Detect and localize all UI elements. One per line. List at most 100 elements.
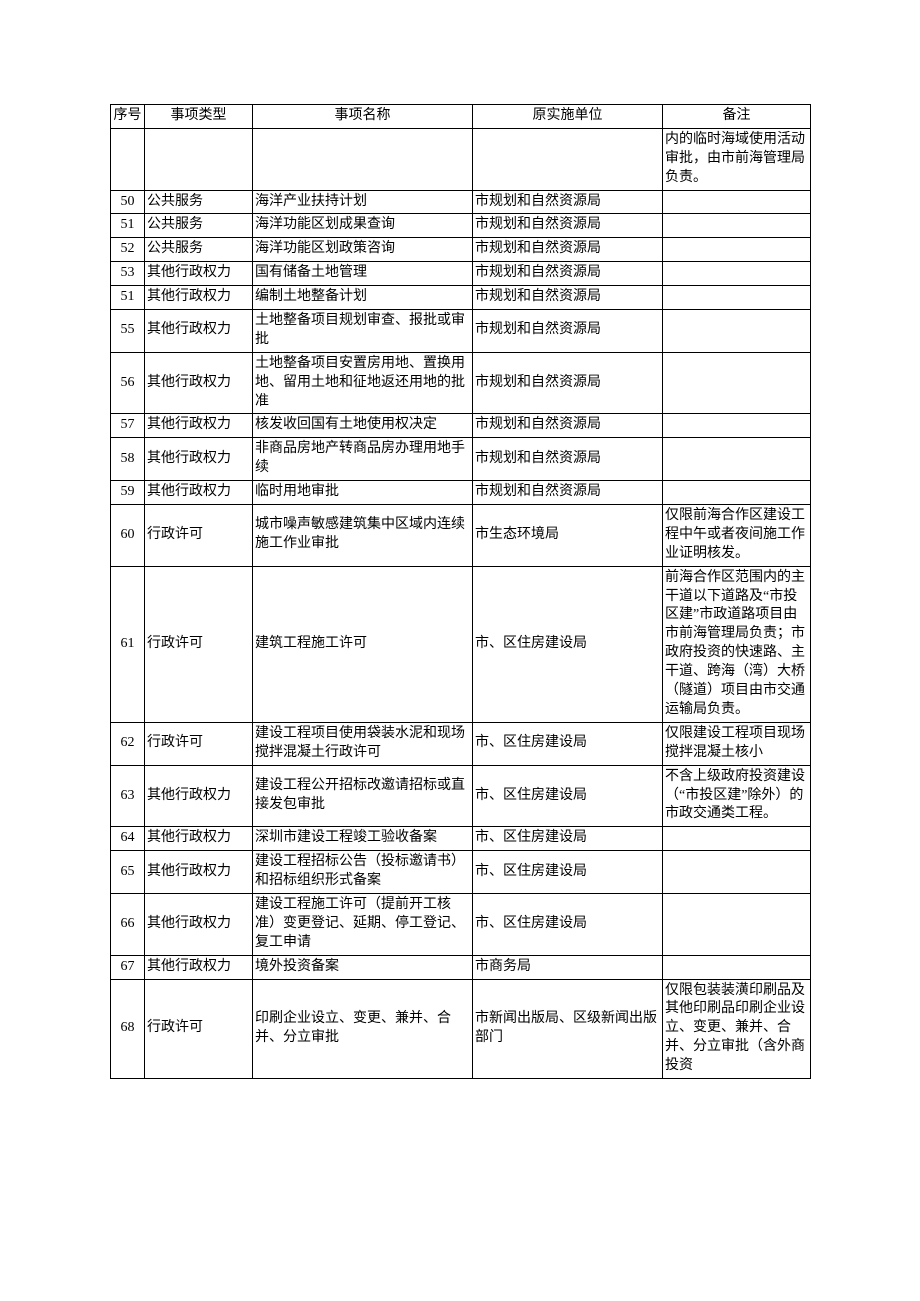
table-body: 内的临时海域使用活动审批，由市前海管理局负责。 50公共服务海洋产业扶持计划市规… — [111, 128, 811, 1078]
cell-type: 其他行政权力 — [145, 414, 253, 438]
table-row: 63其他行政权力建设工程公开招标改邀请招标或直接发包审批市、区住房建设局不含上级… — [111, 765, 811, 827]
cell-type: 其他行政权力 — [145, 481, 253, 505]
cell-seq — [111, 128, 145, 190]
cell-seq: 59 — [111, 481, 145, 505]
cell-remark — [663, 286, 811, 310]
cell-remark: 仅限包装装潢印刷品及其他印刷品印刷企业设立、变更、兼并、合并、分立审批（含外商投… — [663, 979, 811, 1078]
cell-unit: 市规划和自然资源局 — [473, 414, 663, 438]
items-table: 序号 事项类型 事项名称 原实施单位 备注 内的临时海域使用活动审批，由市前海管… — [110, 104, 811, 1079]
cell-unit: 市、区住房建设局 — [473, 893, 663, 955]
cell-seq: 50 — [111, 190, 145, 214]
cell-name: 非商品房地产转商品房办理用地手续 — [253, 438, 473, 481]
cell-type: 行政许可 — [145, 722, 253, 765]
cell-name — [253, 128, 473, 190]
cell-unit: 市新闻出版局、区级新闻出版部门 — [473, 979, 663, 1078]
cell-unit: 市规划和自然资源局 — [473, 481, 663, 505]
cell-unit: 市规划和自然资源局 — [473, 190, 663, 214]
col-seq: 序号 — [111, 105, 145, 129]
cell-remark — [663, 955, 811, 979]
cell-seq: 52 — [111, 238, 145, 262]
cell-remark — [663, 352, 811, 414]
cell-name: 城市噪声敏感建筑集中区域内连续施工作业审批 — [253, 505, 473, 567]
cell-unit: 市规划和自然资源局 — [473, 310, 663, 353]
cell-type: 其他行政权力 — [145, 893, 253, 955]
cell-seq: 57 — [111, 414, 145, 438]
cell-name: 土地整备项目规划审查、报批或审批 — [253, 310, 473, 353]
cell-type: 其他行政权力 — [145, 827, 253, 851]
cell-type: 行政许可 — [145, 505, 253, 567]
table-row: 52公共服务海洋功能区划政策咨询市规划和自然资源局 — [111, 238, 811, 262]
cell-name: 建筑工程施工许可 — [253, 566, 473, 722]
cell-name: 深圳市建设工程竣工验收备案 — [253, 827, 473, 851]
table-row: 56其他行政权力土地整备项目安置房用地、置换用地、留用土地和征地返还用地的批准市… — [111, 352, 811, 414]
cell-remark — [663, 438, 811, 481]
table-header-row: 序号 事项类型 事项名称 原实施单位 备注 — [111, 105, 811, 129]
cell-remark: 内的临时海域使用活动审批，由市前海管理局负责。 — [663, 128, 811, 190]
cell-type: 其他行政权力 — [145, 438, 253, 481]
table-row-carryover: 内的临时海域使用活动审批，由市前海管理局负责。 — [111, 128, 811, 190]
cell-name: 编制土地整备计划 — [253, 286, 473, 310]
table-row: 55其他行政权力土地整备项目规划审查、报批或审批市规划和自然资源局 — [111, 310, 811, 353]
cell-name: 建设工程施工许可（提前开工核准）变更登记、延期、停工登记、复工申请 — [253, 893, 473, 955]
cell-seq: 66 — [111, 893, 145, 955]
cell-seq: 67 — [111, 955, 145, 979]
cell-remark — [663, 414, 811, 438]
cell-unit: 市规划和自然资源局 — [473, 286, 663, 310]
cell-type: 公共服务 — [145, 238, 253, 262]
cell-type: 其他行政权力 — [145, 352, 253, 414]
cell-name: 建设工程公开招标改邀请招标或直接发包审批 — [253, 765, 473, 827]
cell-remark: 仅限前海合作区建设工程中午或者夜间施工作业证明核发。 — [663, 505, 811, 567]
cell-unit: 市规划和自然资源局 — [473, 238, 663, 262]
cell-seq: 51 — [111, 214, 145, 238]
cell-seq: 61 — [111, 566, 145, 722]
cell-unit: 市规划和自然资源局 — [473, 352, 663, 414]
cell-name: 海洋产业扶持计划 — [253, 190, 473, 214]
cell-unit: 市、区住房建设局 — [473, 851, 663, 894]
cell-remark — [663, 827, 811, 851]
cell-type: 其他行政权力 — [145, 286, 253, 310]
cell-unit: 市规划和自然资源局 — [473, 438, 663, 481]
table-row: 65其他行政权力建设工程招标公告（投标邀请书）和招标组织形式备案市、区住房建设局 — [111, 851, 811, 894]
cell-seq: 56 — [111, 352, 145, 414]
cell-unit: 市、区住房建设局 — [473, 722, 663, 765]
cell-name: 印刷企业设立、变更、兼并、合并、分立审批 — [253, 979, 473, 1078]
cell-remark: 不含上级政府投资建设（“市投区建”除外）的市政交通类工程。 — [663, 765, 811, 827]
document-page: 序号 事项类型 事项名称 原实施单位 备注 内的临时海域使用活动审批，由市前海管… — [0, 0, 920, 1159]
table-row: 66其他行政权力建设工程施工许可（提前开工核准）变更登记、延期、停工登记、复工申… — [111, 893, 811, 955]
cell-remark: 仅限建设工程项目现场搅拌混凝土核小 — [663, 722, 811, 765]
table-row: 67其他行政权力境外投资备案市商务局 — [111, 955, 811, 979]
table-row: 59其他行政权力临时用地审批市规划和自然资源局 — [111, 481, 811, 505]
cell-remark — [663, 481, 811, 505]
table-row: 62行政许可建设工程项目使用袋装水泥和现场搅拌混凝土行政许可市、区住房建设局仅限… — [111, 722, 811, 765]
cell-remark — [663, 262, 811, 286]
table-row: 58其他行政权力非商品房地产转商品房办理用地手续市规划和自然资源局 — [111, 438, 811, 481]
cell-seq: 63 — [111, 765, 145, 827]
cell-remark — [663, 893, 811, 955]
cell-name: 海洋功能区划成果查询 — [253, 214, 473, 238]
cell-remark: 前海合作区范围内的主干道以下道路及“市投区建”市政道路项目由市前海管理局负责；市… — [663, 566, 811, 722]
cell-unit: 市、区住房建设局 — [473, 566, 663, 722]
cell-remark — [663, 310, 811, 353]
cell-type: 其他行政权力 — [145, 262, 253, 286]
cell-name: 核发收回国有土地使用权决定 — [253, 414, 473, 438]
cell-unit: 市、区住房建设局 — [473, 827, 663, 851]
cell-type — [145, 128, 253, 190]
cell-name: 境外投资备案 — [253, 955, 473, 979]
table-row: 68行政许可印刷企业设立、变更、兼并、合并、分立审批市新闻出版局、区级新闻出版部… — [111, 979, 811, 1078]
cell-seq: 58 — [111, 438, 145, 481]
cell-name: 建设工程招标公告（投标邀请书）和招标组织形式备案 — [253, 851, 473, 894]
cell-unit: 市规划和自然资源局 — [473, 214, 663, 238]
cell-remark — [663, 238, 811, 262]
cell-seq: 60 — [111, 505, 145, 567]
cell-name: 临时用地审批 — [253, 481, 473, 505]
table-row: 53其他行政权力国有储备土地管理市规划和自然资源局 — [111, 262, 811, 286]
table-row: 51其他行政权力编制土地整备计划市规划和自然资源局 — [111, 286, 811, 310]
col-type: 事项类型 — [145, 105, 253, 129]
col-name: 事项名称 — [253, 105, 473, 129]
cell-unit — [473, 128, 663, 190]
cell-name: 国有储备土地管理 — [253, 262, 473, 286]
cell-name: 建设工程项目使用袋装水泥和现场搅拌混凝土行政许可 — [253, 722, 473, 765]
cell-seq: 64 — [111, 827, 145, 851]
col-remark: 备注 — [663, 105, 811, 129]
table-row: 57其他行政权力核发收回国有土地使用权决定市规划和自然资源局 — [111, 414, 811, 438]
